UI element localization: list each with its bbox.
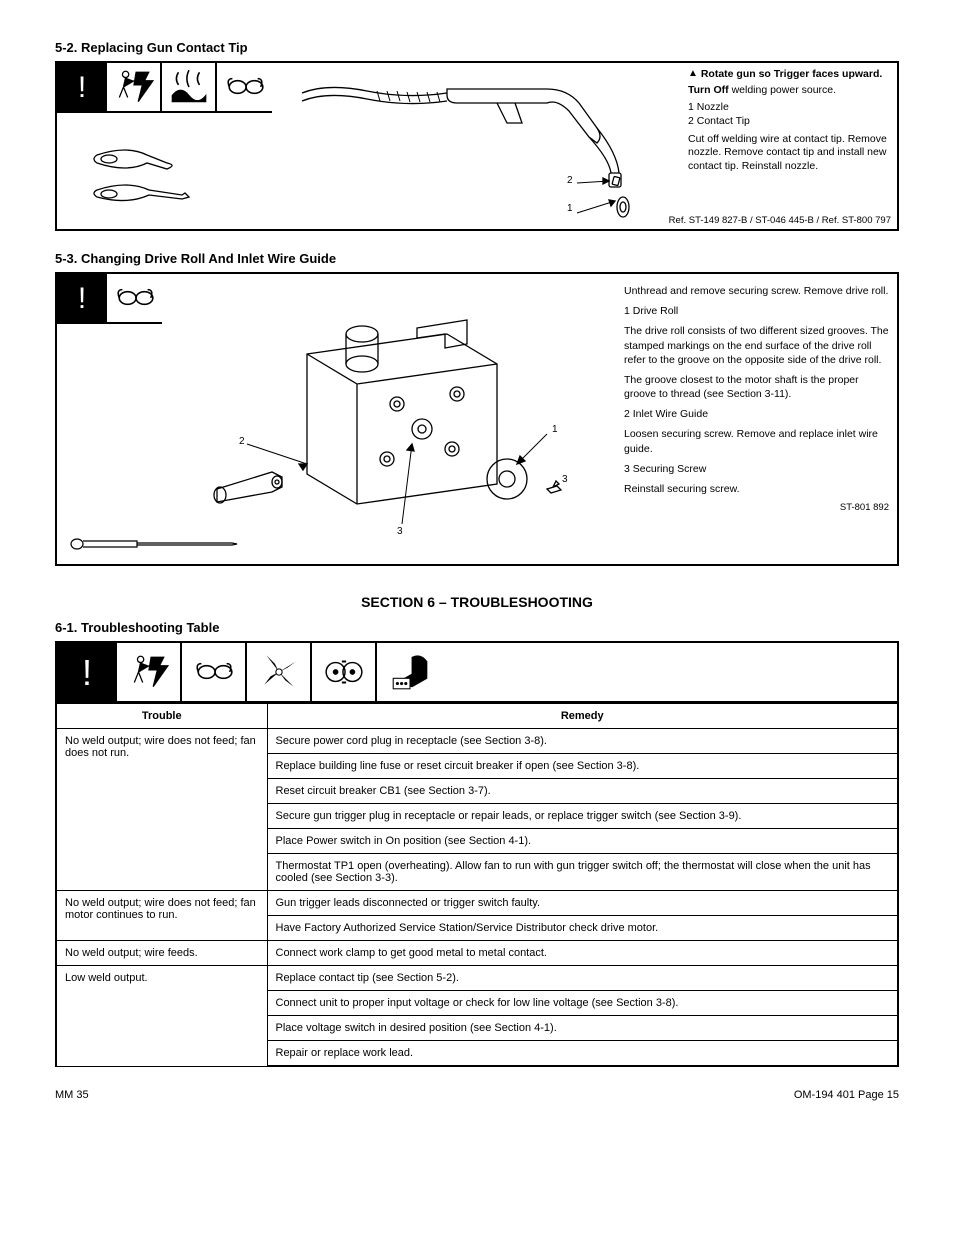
shock-icon <box>117 643 182 703</box>
remedy-0-3: Secure gun trigger plug in receptacle or… <box>267 804 897 829</box>
panel-5-2: ! <box>55 61 899 231</box>
th-trouble: Trouble <box>57 704 267 729</box>
label-3b: 3 <box>562 474 568 485</box>
remedy-3-1: Connect unit to proper input voltage or … <box>267 991 897 1016</box>
remedy-3-3: Repair or replace work lead. <box>267 1041 897 1067</box>
item-2: 2 Inlet Wire Guide <box>634 407 889 421</box>
remedy-0-4: Place Power switch in On position (see S… <box>267 829 897 854</box>
trouble-3: Low weld output. <box>57 966 267 1067</box>
goggles-icon <box>217 63 272 113</box>
tools-illustration <box>87 145 237 215</box>
item-1: 1 Nozzle <box>688 101 893 115</box>
th-remedy: Remedy <box>267 704 897 729</box>
trouble-0: No weld output; wire does not feed; fan … <box>57 729 267 891</box>
turn-off-note: Turn Off welding power source. <box>688 84 893 98</box>
pinch-icon <box>312 643 377 703</box>
label-3a: 3 <box>397 526 403 537</box>
footer-page: OM-194 401 Page 15 <box>794 1089 899 1101</box>
hazard-icon-row-5-2: ! <box>57 63 272 113</box>
rotate-gun-note: ▲ Rotate gun so Trigger faces upward. <box>688 67 893 82</box>
remedy-0-5: Thermostat TP1 open (overheating). Allow… <box>267 854 897 891</box>
remedy-2-0: Connect work clamp to get good metal to … <box>267 941 897 966</box>
section-6-title: SECTION 6 – TROUBLESHOOTING <box>55 594 899 610</box>
hot-surface-icon <box>162 63 217 113</box>
troubleshooting-panel: ! Trouble Remedy No weld output; wire do… <box>55 641 899 1067</box>
footer-model: MM 35 <box>55 1089 89 1101</box>
hazard-icon-row-6: ! <box>57 643 897 703</box>
remedy-3-0: Replace contact tip (see Section 5-2). <box>267 966 897 991</box>
item-2: 2 Contact Tip <box>688 115 893 129</box>
warning-icon: ! <box>57 274 107 324</box>
p5: Reinstall securing screw. <box>624 482 889 496</box>
remedy-3-2: Place voltage switch in desired position… <box>267 1016 897 1041</box>
label-1: 1 <box>552 424 558 435</box>
p2: The drive roll consists of two different… <box>624 324 889 367</box>
item-1: 1 Drive Roll <box>634 304 889 318</box>
remedy-0-0: Secure power cord plug in receptacle (se… <box>267 729 897 754</box>
warning-icon: ! <box>57 643 117 703</box>
item-3: 3 Securing Screw <box>634 462 889 476</box>
panel-icon <box>377 643 442 703</box>
p4: Loosen securing screw. Remove and replac… <box>624 427 889 455</box>
p3: The groove closest to the motor shaft is… <box>624 373 889 401</box>
screwdriver-icon <box>67 532 247 556</box>
heading-6-1: 6-1. Troubleshooting Table <box>55 620 899 635</box>
callout-2: 2 <box>567 175 573 186</box>
label-2: 2 <box>239 436 245 447</box>
p1: Unthread and remove securing screw. Remo… <box>624 284 889 298</box>
goggles-icon <box>182 643 247 703</box>
panel-5-3: ! <box>55 272 899 566</box>
callout-1: 1 <box>567 203 573 214</box>
troubleshooting-table: Trouble Remedy No weld output; wire does… <box>57 703 897 1067</box>
goggles-icon <box>107 274 162 324</box>
drive-roll-illustration <box>187 294 587 544</box>
remedy-0-2: Reset circuit breaker CB1 (see Section 3… <box>267 779 897 804</box>
gun-illustration <box>297 73 667 228</box>
ref-5-3: ST-801 892 <box>624 502 889 515</box>
trouble-1: No weld output; wire does not feed; fan … <box>57 891 267 941</box>
heading-5-3: 5-3. Changing Drive Roll And Inlet Wire … <box>55 251 899 266</box>
remedy-0-1: Replace building line fuse or reset circ… <box>267 754 897 779</box>
panel-5-3-text: Unthread and remove securing screw. Remo… <box>624 284 889 521</box>
page-footer: MM 35 OM-194 401 Page 15 <box>55 1089 899 1101</box>
rotating-parts-icon <box>247 643 312 703</box>
hazard-icon-row-5-3: ! <box>57 274 162 324</box>
body-text: Cut off welding wire at contact tip. Rem… <box>688 133 893 174</box>
trouble-2: No weld output; wire feeds. <box>57 941 267 966</box>
shock-icon <box>107 63 162 113</box>
remedy-1-1: Have Factory Authorized Service Station/… <box>267 916 897 941</box>
heading-5-2: 5-2. Replacing Gun Contact Tip <box>55 40 899 55</box>
panel-5-2-text: ▲ Rotate gun so Trigger faces upward. Tu… <box>688 67 893 173</box>
ref-5-2: Ref. ST-149 827-B / ST-046 445-B / Ref. … <box>669 215 891 226</box>
warning-icon: ! <box>57 63 107 113</box>
remedy-1-0: Gun trigger leads disconnected or trigge… <box>267 891 897 916</box>
